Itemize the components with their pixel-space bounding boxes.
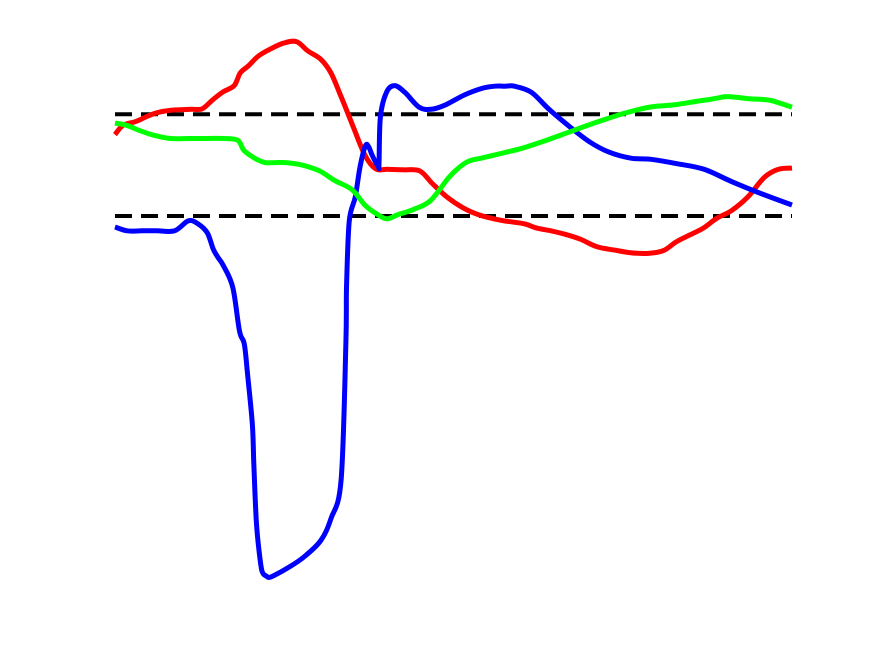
series-group (113, 38, 793, 580)
reference-lines (115, 112, 792, 218)
series-line-green (114, 94, 793, 222)
series-line-red (113, 38, 793, 257)
series-line-blue (114, 83, 793, 580)
